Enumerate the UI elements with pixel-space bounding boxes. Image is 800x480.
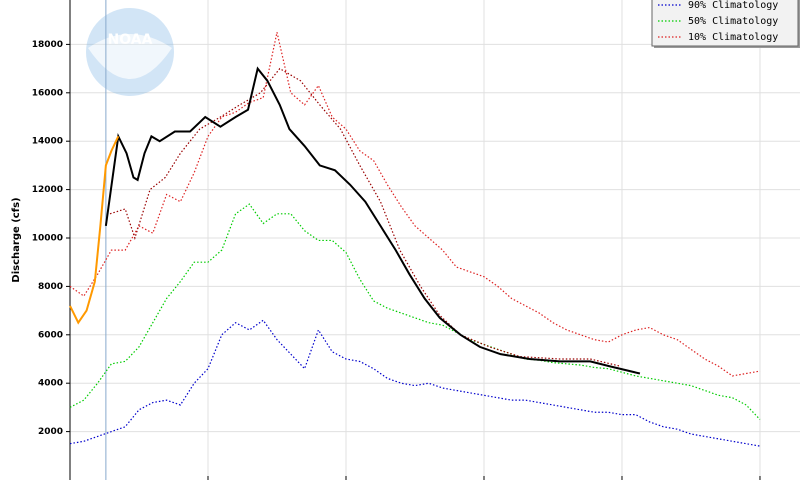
legend-label: 10% Climatology	[688, 32, 778, 43]
logo-circle	[86, 8, 174, 96]
series-line	[69, 203, 761, 420]
legend-label: 50% Climatology	[688, 16, 778, 27]
y-axis-label: Discharge (cfs)	[11, 197, 22, 282]
grid	[70, 0, 800, 480]
legend-label: 90% Climatology	[688, 0, 778, 11]
y-tick-label: 10000	[32, 234, 63, 244]
y-tick-label: 12000	[32, 185, 63, 195]
series-line	[69, 32, 761, 377]
logo-text: NOAA	[108, 32, 153, 48]
series-line	[69, 135, 120, 325]
y-tick-label: 18000	[32, 40, 63, 50]
y-tick-label: 14000	[32, 137, 63, 147]
logo-bird	[88, 34, 172, 79]
legend: 90% Climatology 50% Climatology 10% Climat…	[651, 0, 800, 48]
series-line	[109, 67, 621, 367]
y-tick-label: 4000	[38, 379, 63, 389]
y-tick-label: 8000	[38, 282, 63, 292]
y-tick-label: 16000	[32, 88, 63, 98]
logo: NOAA	[86, 8, 174, 96]
y-tick-label: 6000	[38, 330, 63, 340]
series-line	[104, 66, 641, 375]
y-tick-label: 20000	[32, 0, 63, 2]
y-tick-label: 2000	[38, 427, 63, 437]
legend-box	[651, 0, 799, 47]
